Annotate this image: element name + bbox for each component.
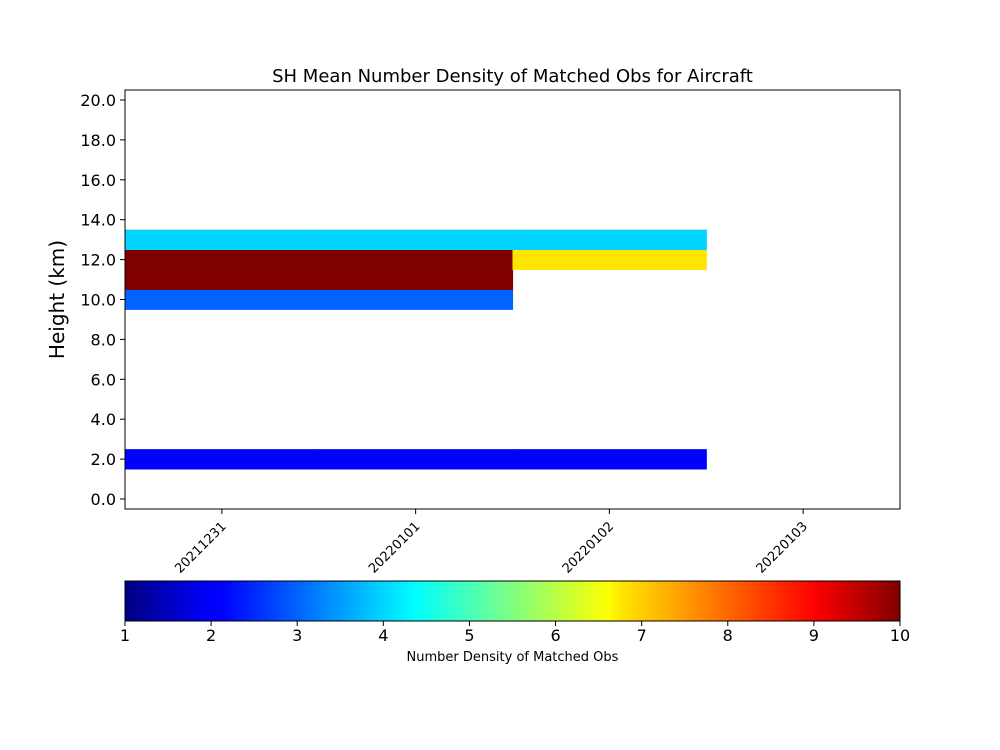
colorbar-tick-label: 5 — [464, 626, 474, 645]
heatmap-cell — [125, 269, 320, 290]
heatmap-cell — [318, 269, 514, 290]
colorbar-ticks: 1 2 3 4 5 6 7 8 9 10 — [120, 621, 910, 645]
y-tick-label: 10.0 — [80, 291, 116, 310]
y-tick-label: 14.0 — [80, 211, 116, 230]
colorbar-tick-label: 9 — [809, 626, 819, 645]
colorbar-tick-label: 2 — [206, 626, 216, 645]
colorbar-tick-label: 1 — [120, 626, 130, 645]
heatmap-cell — [125, 229, 320, 251]
x-tick-label: 20220102 — [560, 519, 617, 576]
y-tick-label: 8.0 — [91, 330, 116, 349]
colorbar-tick-label: 10 — [890, 626, 910, 645]
colorbar-tick-label: 4 — [378, 626, 388, 645]
y-tick-label: 0.0 — [91, 490, 116, 509]
x-tick-label: 20211231 — [172, 519, 229, 576]
heatmap-cell — [512, 229, 707, 251]
y-tick-label: 6.0 — [91, 370, 116, 389]
heatmap-cell — [512, 249, 707, 270]
y-tick-label: 4.0 — [91, 410, 116, 429]
colorbar — [124, 580, 901, 622]
heatmap-cell — [125, 249, 320, 270]
heatmap-cell — [125, 289, 320, 310]
x-axis: 20211231 20220101 20220102 20220103 — [172, 509, 811, 577]
heatmap-cell — [318, 289, 514, 310]
y-tick-label: 2.0 — [91, 450, 116, 469]
heatmap-cell — [318, 229, 514, 251]
y-tick-label: 16.0 — [80, 171, 116, 190]
x-tick-label: 20220101 — [366, 519, 423, 576]
colorbar-tick-label: 6 — [550, 626, 560, 645]
y-tick-label: 12.0 — [80, 251, 116, 270]
x-tick-label: 20220103 — [754, 519, 811, 576]
chart-title: SH Mean Number Density of Matched Obs fo… — [272, 66, 753, 87]
heatmap-cell — [318, 249, 514, 270]
heatmap-cell — [512, 449, 707, 470]
heatmap-cell — [125, 449, 320, 470]
colorbar-tick-label: 7 — [637, 626, 647, 645]
heatmap-cells — [125, 229, 707, 470]
heatmap-cell — [318, 449, 514, 470]
colorbar-label: Number Density of Matched Obs — [407, 650, 619, 665]
colorbar-tick-label: 8 — [723, 626, 733, 645]
y-axis: 0.0 2.0 4.0 6.0 8.0 10.0 12.0 14.0 16.0 18.0 20.0 — [80, 91, 125, 509]
y-tick-label: 20.0 — [80, 91, 116, 110]
y-tick-label: 18.0 — [80, 131, 116, 150]
y-axis-label: Height (km) — [45, 240, 69, 359]
colorbar-tick-label: 3 — [292, 626, 302, 645]
